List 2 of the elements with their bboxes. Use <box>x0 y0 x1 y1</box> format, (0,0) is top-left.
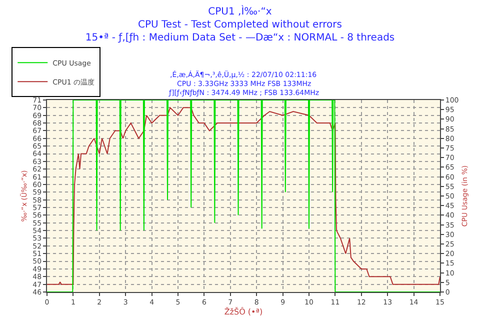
x-axis-title: ŽžŠÔ (•ª) <box>224 306 263 316</box>
chart-title: CPU1 ,Ì‰·“x CPU Test - Test Completed without errors 15•ª - ƒ‚[ƒh : Medium Data Set - —Dæ“x : NORMAL - 8 threads <box>85 4 395 44</box>
